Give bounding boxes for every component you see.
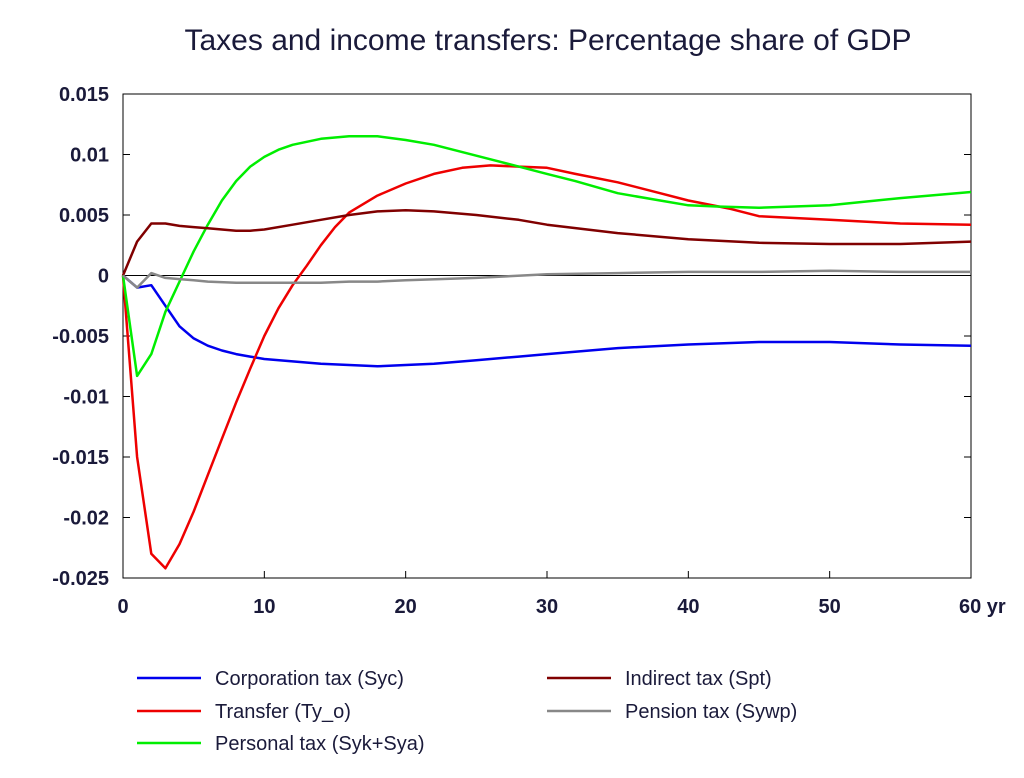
legend-label: Personal tax (Syk+Sya) xyxy=(215,733,425,755)
series-line-personal-tax-syk-sya xyxy=(121,135,972,378)
legend-label: Transfer (Ty_o) xyxy=(215,701,351,723)
y-tick-label: -0.015 xyxy=(52,447,109,469)
legend-label: Indirect tax (Spt) xyxy=(625,668,772,690)
x-tick-label: 50 xyxy=(819,596,841,618)
y-tick-label: -0.005 xyxy=(52,326,109,348)
series-line-corporation-tax-syc xyxy=(122,274,972,368)
legend-item-corporation-tax-syc: Corporation tax (Syc) xyxy=(137,668,404,690)
series-line-transfer-ty-o xyxy=(121,164,972,570)
x-tick-label: 40 xyxy=(677,596,699,618)
y-tick-label: -0.01 xyxy=(63,387,109,409)
legend-item-personal-tax-syk-sya: Personal tax (Syk+Sya) xyxy=(137,733,425,755)
x-tick-label: 0 xyxy=(117,596,128,618)
legend-item-indirect-tax-spt: Indirect tax (Spt) xyxy=(547,668,772,690)
x-tick-label: 20 xyxy=(395,596,417,618)
y-tick-label: 0.01 xyxy=(70,145,109,167)
series-layer xyxy=(121,135,972,570)
x-tick-label: 10 xyxy=(253,596,275,618)
x-tick-label: 30 xyxy=(536,596,558,618)
y-tick-label: 0.015 xyxy=(59,84,109,106)
axes: 0.015 0.01 0.005 0 -0.005 -0.01 -0.015 -0.02 -0.… xyxy=(52,84,1006,618)
y-tick-label: -0.025 xyxy=(52,568,109,590)
y-tick-label: -0.02 xyxy=(63,508,109,530)
series-line-pension-tax-sywp xyxy=(122,269,971,289)
y-tick-label: 0 xyxy=(98,266,109,288)
legend-item-pension-tax-sywp: Pension tax (Sywp) xyxy=(547,701,797,723)
legend-label: Pension tax (Sywp) xyxy=(625,701,797,723)
series-line-indirect-tax-spt xyxy=(121,208,972,276)
x-tick-label: 60 yr xyxy=(959,596,1006,618)
legend: Corporation tax (Syc) Indirect tax (Spt) T… xyxy=(137,668,797,755)
y-tick-label: 0.005 xyxy=(59,205,109,227)
legend-item-transfer-ty-o: Transfer (Ty_o) xyxy=(137,701,351,723)
legend-label: Corporation tax (Syc) xyxy=(215,668,404,690)
chart-title: Taxes and income transfers: Percentage s… xyxy=(184,24,911,57)
